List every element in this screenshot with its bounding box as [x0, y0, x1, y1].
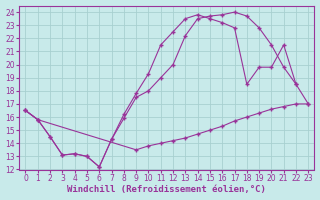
X-axis label: Windchill (Refroidissement éolien,°C): Windchill (Refroidissement éolien,°C)	[68, 185, 266, 194]
